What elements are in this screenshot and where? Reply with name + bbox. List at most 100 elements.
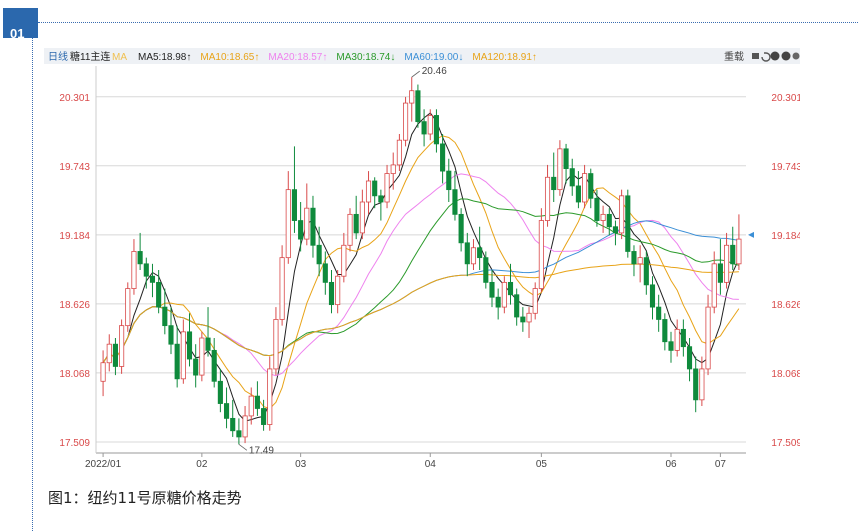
candle-body-23 [242,415,248,438]
candle-body-69 [526,312,532,323]
candle-body-3 [119,325,125,367]
chart-svg: 日线 糖11主连 MA MA5:18.98↑ MA10:18.65↑ MA20:18.57… [44,48,802,470]
candle-body-47 [390,164,396,174]
candle-body-55 [440,143,446,172]
candle-body-83 [612,226,619,234]
ma-line-ma10 [102,135,740,410]
candle-body-97 [699,368,705,401]
kline-chart[interactable]: 日线 糖11主连 MA MA5:18.98↑ MA10:18.65↑ MA20:18.57… [44,48,802,470]
period-label: 日线 [48,50,68,63]
candle-body-46 [384,173,390,203]
undo-icon [761,52,771,62]
candle-body-91 [662,319,668,343]
y-tick-right-0: 17.509 [771,438,800,449]
candle-body-78 [582,173,588,203]
y-tick-left-1: 18.068 [59,369,90,380]
x-tick-4: 05 [536,459,548,470]
candle-body-77 [575,185,581,203]
candle-body-12 [174,343,180,380]
candle-body-29 [279,257,285,320]
candle-body-92 [668,341,674,351]
candle-body-9 [156,281,162,308]
candle-body-26 [261,408,267,425]
candle-body-33 [304,207,310,240]
y-tick-left-2: 18.626 [59,300,90,311]
axis-labels: 17.509 17.509 18.068 18.068 18.626 18.626 19.1… [59,66,802,470]
candle-body-58 [458,213,464,244]
candle-body-81 [600,213,606,221]
candle-body-72 [544,176,551,221]
candle-body-28 [273,319,279,370]
candle-body-74 [557,148,563,191]
annotation-line-0 [411,70,420,78]
ma-line-ma30 [102,198,740,363]
zoom-in-icon [770,51,780,61]
candle-body-57 [452,189,458,215]
x-tick-0: 2022/01 [85,459,122,470]
candle-body-100 [717,263,723,283]
candle-body-88 [643,257,649,286]
lock-icon [752,53,759,59]
candle-body-53 [427,115,433,135]
chart-toolbar: 日线 糖11主连 MA MA5:18.98↑ MA10:18.65↑ MA20:18.57… [48,50,800,63]
candle-body-94 [680,328,686,348]
reset-label: 重载 [724,50,744,63]
annotation-high: 20.46 [422,66,447,77]
candle-body-87 [637,257,643,265]
candle-body-19 [217,380,223,404]
candle-body-73 [551,176,557,191]
candle-body-59 [464,242,470,265]
candle-body-20 [223,403,230,419]
candle-body-71 [538,220,544,289]
y-tick-right-2: 18.626 [771,300,800,311]
candle-body-99 [711,263,717,308]
candle-body-14 [186,331,193,360]
candle-body-18 [211,349,217,382]
candle-body-7 [143,263,149,277]
candle-body-41 [353,213,359,234]
y-tick-left-5: 20.301 [59,93,90,104]
section-badge: 01 [3,8,38,40]
candle-body-102 [730,244,736,265]
candle-body-79 [588,173,594,199]
ma-indicator-3: MA30:18.74↓ [336,52,395,63]
y-tick-left-3: 19.184 [59,231,90,242]
zoom-out-icon [781,51,791,61]
candle-body-35 [316,244,322,265]
candle-body-8 [149,275,156,283]
candle-body-16 [199,337,205,376]
candle-body-54 [433,115,439,145]
candle-body-62 [483,257,489,283]
y-tick-right-4: 19.743 [771,162,800,173]
candle-body-51 [415,90,421,123]
candle-body-61 [477,247,483,259]
candle-body-36 [322,263,328,283]
candle-body-43 [365,180,372,203]
candle-body-27 [267,368,273,425]
candle-body-11 [168,325,174,345]
candle-body-90 [656,306,662,320]
x-tick-1: 02 [196,459,208,470]
x-tick-3: 04 [425,459,437,470]
candle-body-89 [649,284,656,308]
candle-body-25 [254,395,260,409]
candle-body-37 [328,281,335,306]
candle-body-15 [193,358,199,376]
y-tick-right-3: 19.184 [771,231,800,242]
candle-body-45 [378,195,384,203]
candle-body-76 [569,168,575,187]
candle-body-68 [520,316,526,323]
candle-body-22 [236,430,242,438]
candle-body-64 [495,296,501,308]
candle-body-75 [563,148,569,170]
candle-body-66 [507,281,514,296]
candle-body-2 [112,343,118,367]
left-divider [32,38,33,531]
candle-body-30 [285,189,291,259]
figure-caption: 图1：纽约11号原糖价格走势 [48,489,242,507]
candle-body-6 [137,251,143,265]
candle-body-0 [100,362,106,382]
ma-line-ma120 [102,263,739,363]
candle-body-17 [205,337,211,351]
candle-body-34 [310,207,316,246]
